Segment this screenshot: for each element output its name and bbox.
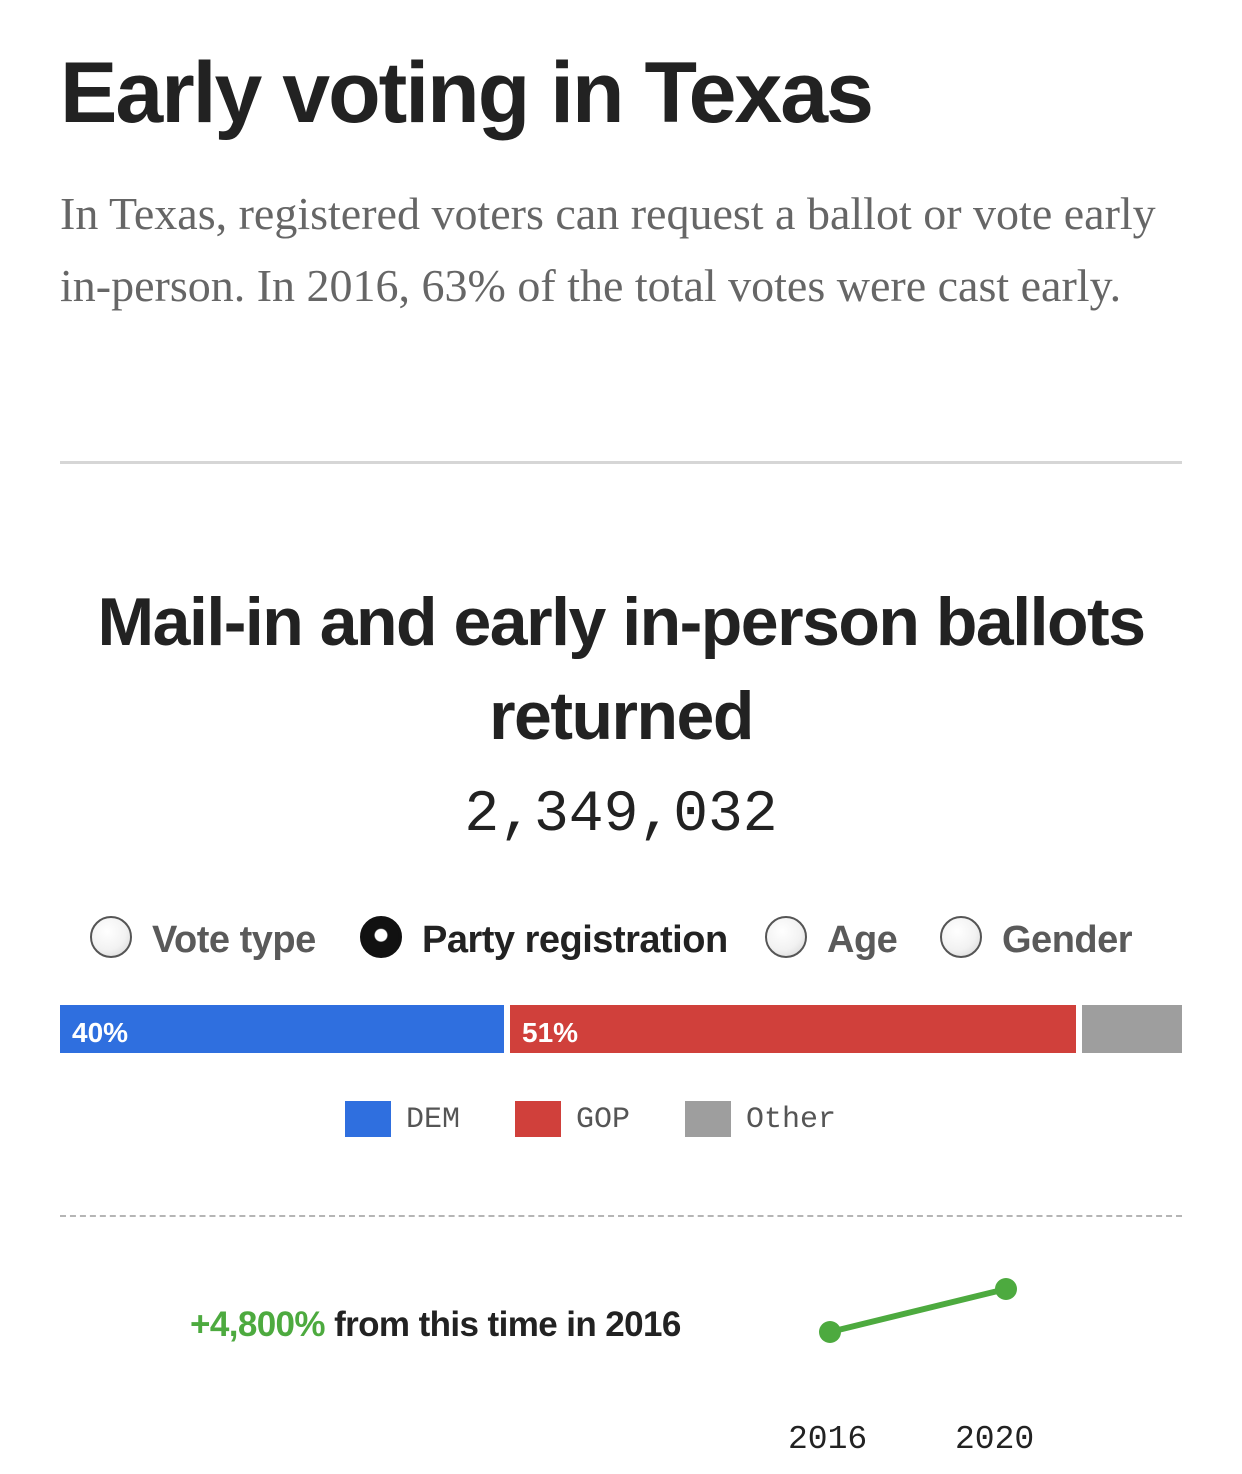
bar-segment-dem: 40% [60,1005,504,1053]
page-description: In Texas, registered voters can request … [60,188,1156,311]
change-description: from this time in 2016 [334,1305,681,1344]
radio-label: Party registration [422,919,728,961]
legend-swatch [515,1101,561,1137]
sparkline-point-2020 [995,1278,1017,1300]
section-divider [60,461,1182,464]
sparkline-chart [819,1278,1017,1343]
radio-label: Age [827,919,898,961]
radio-label: Gender [1002,919,1133,961]
sparkline-point-2016 [819,1321,841,1343]
party-stacked-bar: 40% 51% [60,1005,1182,1053]
chart-title: Mail-in and early in-person ballots retu… [97,584,1146,754]
change-percent: +4,800% [190,1305,326,1344]
page: Early voting in Texas In Texas, register… [60,0,1182,1474]
dashed-divider [60,1215,1182,1217]
x-tick-label-2020: 2020 [955,1421,1035,1458]
ballots-total: 2,349,032 [464,783,778,848]
legend-label: GOP [576,1103,631,1137]
bar-value-label: 51% [522,1017,579,1048]
legend-label: DEM [406,1103,461,1137]
bar-segment-gop: 51% [510,1005,1077,1053]
legend-swatch [345,1101,391,1137]
view-selector: Vote type Party registration Age Gender [90,912,1160,968]
radio-button-icon[interactable] [90,916,132,958]
page-title: Early voting in Texas [60,45,874,141]
legend-label: Other [746,1103,837,1137]
change-summary: +4,800% from this time in 2016 [190,1300,681,1350]
bar-value-label: 40% [72,1017,129,1048]
radio-button-icon[interactable] [360,916,402,958]
legend-swatch [685,1101,731,1137]
x-tick-label-2016: 2016 [788,1421,868,1458]
bar-segment-other [1082,1005,1182,1053]
radio-button-icon[interactable] [765,916,807,958]
radio-button-icon[interactable] [940,916,982,958]
radio-label: Vote type [152,919,316,961]
sparkline-series-line [827,1286,1009,1335]
chart-legend: DEM GOP Other [345,1100,905,1138]
